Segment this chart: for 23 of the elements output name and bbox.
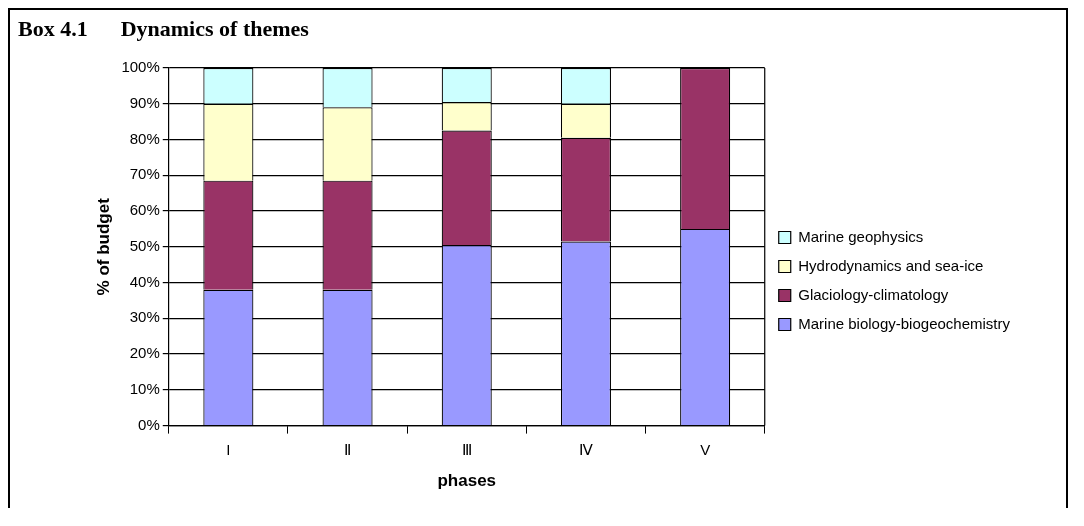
x-tick-label: Ⅳ	[578, 440, 593, 458]
y-tick-label: 20%	[129, 344, 160, 362]
y-tick-label: 90%	[129, 93, 160, 111]
y-tick-label: 70%	[129, 165, 160, 183]
y-tick-label: 50%	[129, 236, 160, 254]
y-tick-label: 0%	[138, 415, 160, 433]
x-tick-label: V	[700, 440, 711, 458]
legend-label: Hydrodynamics and sea-ice	[798, 256, 984, 274]
y-tick-label: 10%	[129, 379, 160, 397]
legend-label: Glaciology-climatology	[798, 285, 949, 303]
legend-label: Marine geophysics	[798, 227, 924, 245]
x-tick-label: Ⅱ	[344, 440, 352, 458]
y-tick-label: 30%	[129, 308, 160, 326]
chart-title: Box 4.1 Dynamics of themes	[17, 15, 310, 43]
y-axis-title: % of budget	[93, 197, 113, 296]
y-tick-label: 60%	[129, 201, 160, 219]
y-tick-label: 80%	[129, 129, 160, 147]
y-tick-label: 100%	[121, 58, 160, 76]
legend-label: Marine biology-biogeochemistry	[798, 314, 1011, 332]
x-tick-label: Ⅲ	[461, 440, 472, 458]
y-tick-label: 40%	[129, 272, 160, 290]
x-axis-title: phases	[437, 471, 497, 491]
x-tick-label: I	[226, 440, 231, 458]
